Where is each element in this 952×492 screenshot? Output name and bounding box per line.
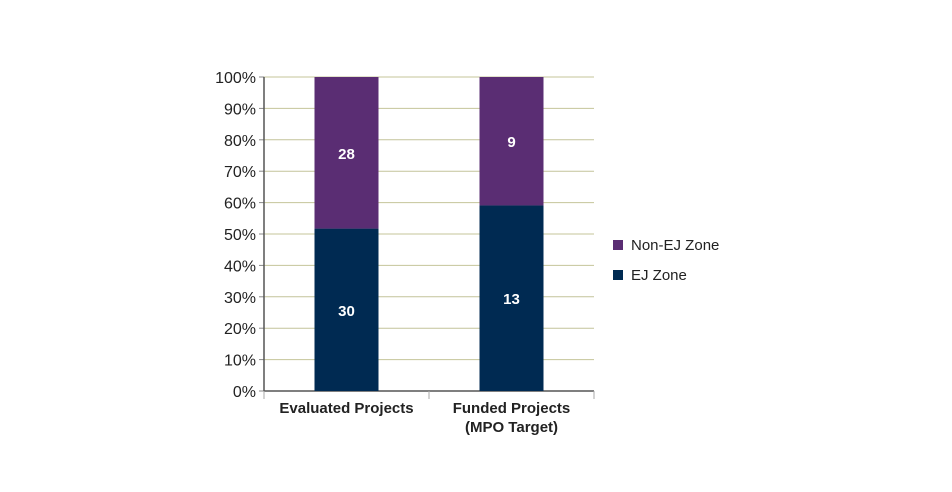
x-category-label: Evaluated Projects <box>279 400 413 417</box>
data-label: 13 <box>503 291 520 308</box>
bar-segment-ej-zone <box>314 228 379 391</box>
bar-segment-non-ej-zone <box>479 77 544 206</box>
legend-item-non-ej-zone: Non-EJ Zone <box>613 230 719 260</box>
bar-segment-ej-zone <box>479 205 544 391</box>
legend: Non-EJ Zone EJ Zone <box>613 230 719 290</box>
y-tick-label: 60% <box>224 196 256 213</box>
y-tick-label: 30% <box>224 290 256 307</box>
y-tick-label: 100% <box>215 70 256 87</box>
y-tick-label: 20% <box>224 321 256 338</box>
data-label: 28 <box>338 146 355 163</box>
legend-swatch-non-ej-zone <box>613 240 623 250</box>
y-tick-label: 50% <box>224 227 256 244</box>
legend-swatch-ej-zone <box>613 270 623 280</box>
y-tick-label: 90% <box>224 101 256 118</box>
legend-item-ej-zone: EJ Zone <box>613 260 719 290</box>
y-tick-label: 80% <box>224 133 256 150</box>
data-label: 9 <box>507 134 515 151</box>
y-tick-label: 0% <box>233 384 256 401</box>
x-category-label: (MPO Target) <box>465 419 558 436</box>
y-tick-label: 70% <box>224 164 256 181</box>
bar-segment-non-ej-zone <box>314 77 379 229</box>
legend-label: EJ Zone <box>631 266 687 284</box>
y-tick-label: 10% <box>224 353 256 370</box>
data-label: 30 <box>338 303 355 320</box>
x-category-label: Funded Projects <box>453 400 571 417</box>
y-tick-label: 40% <box>224 258 256 275</box>
legend-label: Non-EJ Zone <box>631 236 720 254</box>
